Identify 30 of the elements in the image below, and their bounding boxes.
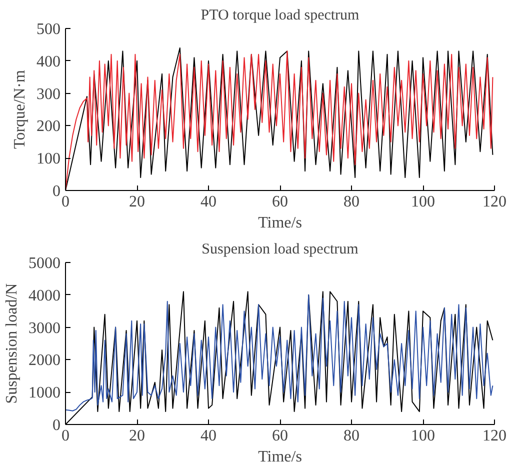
x-tick-label: 60 xyxy=(272,428,288,444)
y-tick-label: 5000 xyxy=(28,255,60,272)
y-tick-label: 3000 xyxy=(28,320,60,337)
x-tick-label: 100 xyxy=(411,194,435,210)
chart-title: PTO torque load spectrum xyxy=(200,8,360,24)
x-tick-label: 120 xyxy=(482,194,506,210)
y-tick-label: 2000 xyxy=(28,352,60,370)
x-tick-label: 20 xyxy=(129,194,145,210)
y-axis-title: Suspension load/N xyxy=(4,282,20,404)
y-tick-label: 500 xyxy=(36,21,60,38)
y-tick-label: 400 xyxy=(36,53,60,70)
y-axis-title: Torque/N·m xyxy=(12,70,28,149)
y-tick-label: 200 xyxy=(36,118,60,136)
x-tick-label: 120 xyxy=(482,428,506,444)
y-tick-label: 100 xyxy=(36,150,60,168)
x-axis-title: Time/s xyxy=(258,448,302,466)
y-tick-label: 0 xyxy=(52,183,60,200)
x-tick-label: 40 xyxy=(200,194,216,210)
x-tick-label: 60 xyxy=(272,194,288,210)
x-tick-label: 80 xyxy=(344,194,360,210)
x-tick-label: 40 xyxy=(200,428,216,444)
y-tick-label: 4000 xyxy=(28,287,60,304)
x-tick-label: 100 xyxy=(411,428,435,444)
y-tick-label: 1000 xyxy=(28,384,60,402)
y-tick-label: 0 xyxy=(52,417,60,434)
x-axis-title: Time/s xyxy=(258,214,302,232)
x-tick-label: 80 xyxy=(344,428,360,444)
chart-title: Suspension load spectrum xyxy=(202,242,359,258)
y-tick-label: 300 xyxy=(36,86,60,103)
x-tick-label: 20 xyxy=(129,428,145,444)
